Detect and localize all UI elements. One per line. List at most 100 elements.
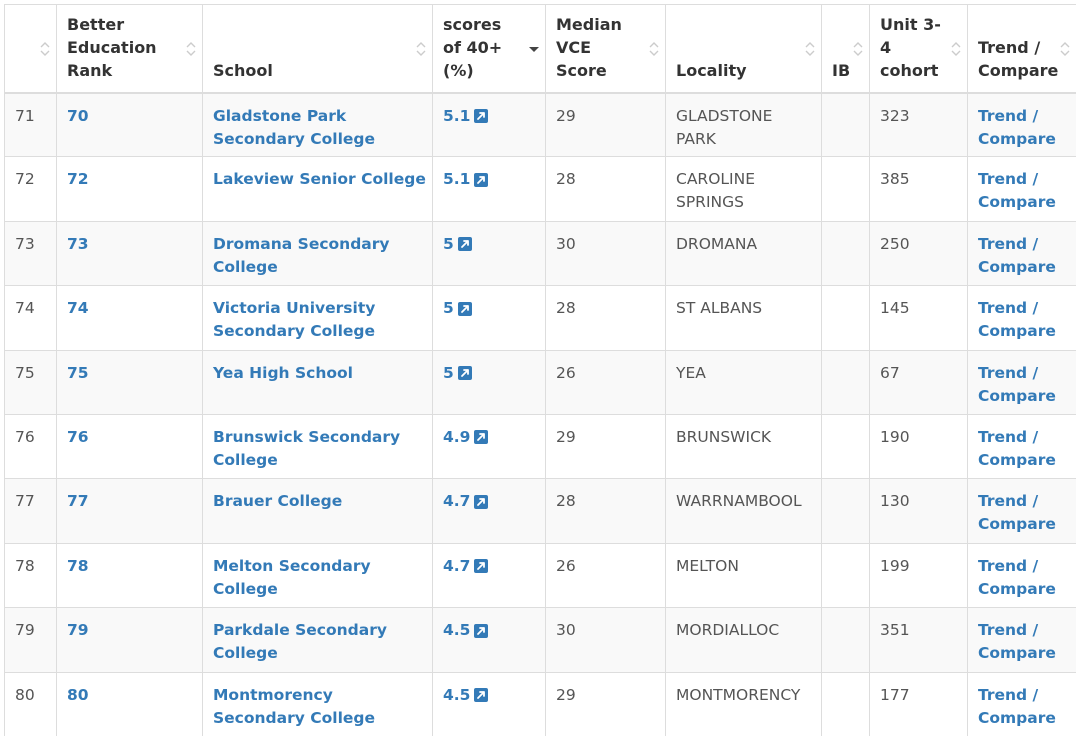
rank-link[interactable]: 74 <box>67 299 89 318</box>
trend-compare-link[interactable]: Trend / Compare <box>978 106 1056 148</box>
school-link[interactable]: Lakeview Senior College <box>213 170 426 189</box>
school-link[interactable]: Brauer College <box>213 492 343 511</box>
locality-cell: MONTMORENCY <box>665 671 822 736</box>
score-value: 4.5 <box>443 621 471 640</box>
school-link[interactable]: Brunswick Secondary College <box>213 427 401 469</box>
rank-link[interactable]: 73 <box>67 234 89 253</box>
rank-cell: 79 <box>56 607 203 673</box>
locality-cell: MELTON <box>665 542 822 609</box>
cohort-cell: 385 <box>869 156 968 222</box>
trend-compare-link[interactable]: Trend / Compare <box>978 621 1056 663</box>
rank-cell: 74 <box>56 285 203 351</box>
rank-link[interactable]: 72 <box>67 170 89 189</box>
row-index: 71 <box>4 91 57 158</box>
cohort-cell: 177 <box>869 671 968 736</box>
rank-cell: 77 <box>56 478 203 544</box>
school-cell: Melton Secondary College <box>202 542 433 609</box>
rank-link[interactable]: 80 <box>67 685 89 704</box>
ib-cell <box>821 349 870 415</box>
table-row: 75 75 Yea High School 5 26 YEA 67 Trend … <box>4 349 1076 415</box>
rank-link[interactable]: 70 <box>67 106 89 125</box>
trend-compare-link[interactable]: Trend / Compare <box>978 427 1056 469</box>
trend-compare-link[interactable]: Trend / Compare <box>978 492 1056 534</box>
median-cell: 28 <box>545 478 666 544</box>
external-link-icon[interactable] <box>474 494 489 509</box>
score-value: 5 <box>443 234 454 253</box>
trend-cell: Trend / Compare <box>967 156 1076 222</box>
trend-compare-link[interactable]: Trend / Compare <box>978 299 1056 341</box>
school-link[interactable]: Gladstone Park Secondary College <box>213 106 376 148</box>
score-cell: 4.7 <box>432 542 546 609</box>
table-header-row: Better Education Rank School scores of 4… <box>4 4 1076 94</box>
external-link-icon[interactable] <box>474 430 489 445</box>
rank-cell: 80 <box>56 671 203 736</box>
score-value: 4.5 <box>443 685 471 704</box>
table-row: 72 72 Lakeview Senior College 5.1 28 CAR… <box>4 156 1076 222</box>
trend-compare-link[interactable]: Trend / Compare <box>978 556 1056 598</box>
school-link[interactable]: Montmorency Secondary College <box>213 685 376 727</box>
rank-link[interactable]: 75 <box>67 363 89 382</box>
ib-cell <box>821 542 870 609</box>
external-link-icon[interactable] <box>474 623 489 638</box>
rank-link[interactable]: 77 <box>67 492 89 511</box>
sort-desc-icon <box>529 41 539 57</box>
ib-cell <box>821 478 870 544</box>
table-row: 80 80 Montmorency Secondary College 4.5 … <box>4 671 1076 736</box>
school-cell: Yea High School <box>202 349 433 415</box>
external-link-icon[interactable] <box>474 109 489 123</box>
median-cell: 26 <box>545 349 666 415</box>
trend-compare-link[interactable]: Trend / Compare <box>978 234 1056 276</box>
rank-link[interactable]: 78 <box>67 556 89 575</box>
external-link-icon[interactable] <box>474 688 489 703</box>
header-locality[interactable]: Locality <box>665 4 822 94</box>
trend-cell: Trend / Compare <box>967 91 1076 158</box>
header-locality-label: Locality <box>676 60 747 80</box>
header-ib[interactable]: IB <box>821 4 870 94</box>
median-cell: 30 <box>545 607 666 673</box>
locality-cell: GLADSTONE PARK <box>665 91 822 158</box>
trend-compare-link[interactable]: Trend / Compare <box>978 363 1056 405</box>
header-ib-label: IB <box>832 60 851 80</box>
external-link-icon[interactable] <box>474 559 489 574</box>
trend-cell: Trend / Compare <box>967 607 1076 673</box>
cohort-cell: 130 <box>869 478 968 544</box>
trend-cell: Trend / Compare <box>967 478 1076 544</box>
score-cell: 5.1 <box>432 91 546 158</box>
rankings-table-container: Better Education Rank School scores of 4… <box>4 4 1076 736</box>
school-cell: Dromana Secondary College <box>202 220 433 287</box>
header-median-label: Median VCE Score <box>556 14 622 80</box>
cohort-cell: 250 <box>869 220 968 287</box>
cohort-cell: 190 <box>869 413 968 480</box>
header-rank[interactable]: Better Education Rank <box>56 4 203 94</box>
trend-compare-link[interactable]: Trend / Compare <box>978 170 1056 212</box>
table-row: 79 79 Parkdale Secondary College 4.5 30 … <box>4 607 1076 673</box>
rank-link[interactable]: 76 <box>67 427 89 446</box>
score-value: 5.1 <box>443 170 471 189</box>
header-trend[interactable]: Trend / Compare <box>967 4 1076 94</box>
school-link[interactable]: Dromana Secondary College <box>213 234 390 276</box>
median-cell: 30 <box>545 220 666 287</box>
header-scores[interactable]: scores of 40+ (%) <box>432 4 546 94</box>
rank-link[interactable]: 79 <box>67 621 89 640</box>
trend-cell: Trend / Compare <box>967 285 1076 351</box>
header-median[interactable]: Median VCE Score <box>545 4 666 94</box>
external-link-icon[interactable] <box>457 237 472 252</box>
school-link[interactable]: Parkdale Secondary College <box>213 621 387 663</box>
trend-cell: Trend / Compare <box>967 671 1076 736</box>
header-index[interactable] <box>4 4 57 94</box>
locality-cell: WARRNAMBOOL <box>665 478 822 544</box>
header-school[interactable]: School <box>202 4 433 94</box>
sort-both-icon <box>951 41 961 57</box>
ib-cell <box>821 91 870 158</box>
rank-cell: 78 <box>56 542 203 609</box>
header-cohort[interactable]: Unit 3-4 cohort <box>869 4 968 94</box>
external-link-icon[interactable] <box>457 301 472 316</box>
school-link[interactable]: Melton Secondary College <box>213 556 371 598</box>
external-link-icon[interactable] <box>474 172 489 187</box>
locality-cell: YEA <box>665 349 822 415</box>
trend-compare-link[interactable]: Trend / Compare <box>978 685 1056 727</box>
school-link[interactable]: Victoria University Secondary College <box>213 299 376 341</box>
external-link-icon[interactable] <box>457 366 472 381</box>
cohort-cell: 323 <box>869 91 968 158</box>
school-link[interactable]: Yea High School <box>213 363 353 382</box>
